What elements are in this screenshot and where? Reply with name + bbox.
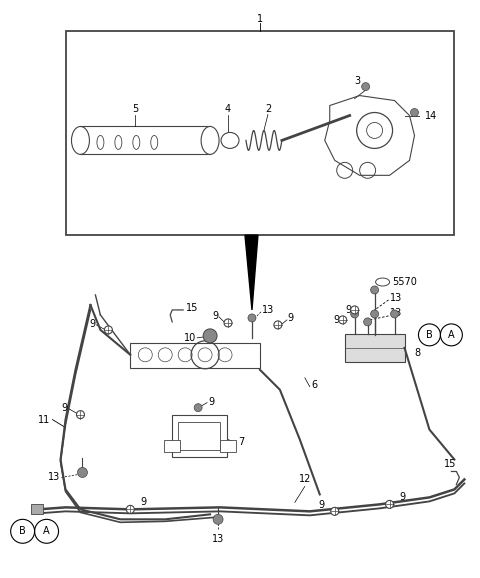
Text: 3: 3 xyxy=(355,76,361,86)
Text: 15: 15 xyxy=(444,460,457,469)
Text: 9: 9 xyxy=(89,319,96,329)
Text: 9: 9 xyxy=(61,403,68,413)
Text: 1: 1 xyxy=(257,14,263,24)
Text: 13: 13 xyxy=(262,305,274,315)
Polygon shape xyxy=(245,235,258,310)
Text: 9: 9 xyxy=(288,313,294,323)
Circle shape xyxy=(104,326,112,334)
Text: 9: 9 xyxy=(212,311,218,321)
Bar xyxy=(172,414,227,457)
Text: A: A xyxy=(43,527,50,536)
Bar xyxy=(164,439,180,451)
Text: A: A xyxy=(448,330,455,340)
Circle shape xyxy=(371,310,379,318)
Text: 9: 9 xyxy=(334,315,340,325)
Text: B: B xyxy=(426,330,433,340)
Text: 13: 13 xyxy=(390,308,402,318)
Circle shape xyxy=(361,83,370,91)
Circle shape xyxy=(351,310,359,318)
Circle shape xyxy=(194,403,202,412)
Circle shape xyxy=(410,109,419,117)
Text: 4: 4 xyxy=(225,103,231,113)
Text: 9: 9 xyxy=(399,492,406,502)
Bar xyxy=(345,334,405,362)
Text: 2: 2 xyxy=(265,103,271,113)
Text: 9: 9 xyxy=(346,305,352,315)
Text: 8: 8 xyxy=(415,348,420,358)
Text: 9: 9 xyxy=(140,498,146,507)
Text: 10: 10 xyxy=(184,333,196,343)
Circle shape xyxy=(76,410,84,418)
Text: 14: 14 xyxy=(424,110,437,120)
Ellipse shape xyxy=(201,127,219,154)
Text: 13: 13 xyxy=(390,293,402,303)
Bar xyxy=(65,31,455,235)
Circle shape xyxy=(126,505,134,513)
Text: 15: 15 xyxy=(186,303,199,313)
Text: 11: 11 xyxy=(38,414,50,425)
Circle shape xyxy=(331,507,339,516)
Circle shape xyxy=(224,319,232,327)
Text: B: B xyxy=(19,527,26,536)
Text: 13: 13 xyxy=(212,534,224,544)
Text: 7: 7 xyxy=(238,436,244,447)
Text: 6: 6 xyxy=(312,380,318,390)
Bar xyxy=(220,439,236,451)
Circle shape xyxy=(203,329,217,343)
Circle shape xyxy=(364,318,372,326)
Text: 12: 12 xyxy=(299,475,311,484)
Circle shape xyxy=(213,514,223,524)
Text: 13: 13 xyxy=(48,472,60,483)
Circle shape xyxy=(385,501,394,509)
Circle shape xyxy=(351,306,359,314)
Text: 9: 9 xyxy=(208,397,214,407)
Bar xyxy=(31,505,43,514)
Circle shape xyxy=(77,468,87,477)
Circle shape xyxy=(339,316,347,324)
Circle shape xyxy=(371,286,379,294)
Circle shape xyxy=(248,314,256,322)
Bar xyxy=(130,343,260,368)
Circle shape xyxy=(274,321,282,329)
Circle shape xyxy=(391,310,398,318)
Bar xyxy=(178,421,220,450)
Ellipse shape xyxy=(221,132,239,149)
Text: 9: 9 xyxy=(319,501,325,510)
Text: 5: 5 xyxy=(132,103,138,113)
Text: 5570: 5570 xyxy=(393,277,418,287)
